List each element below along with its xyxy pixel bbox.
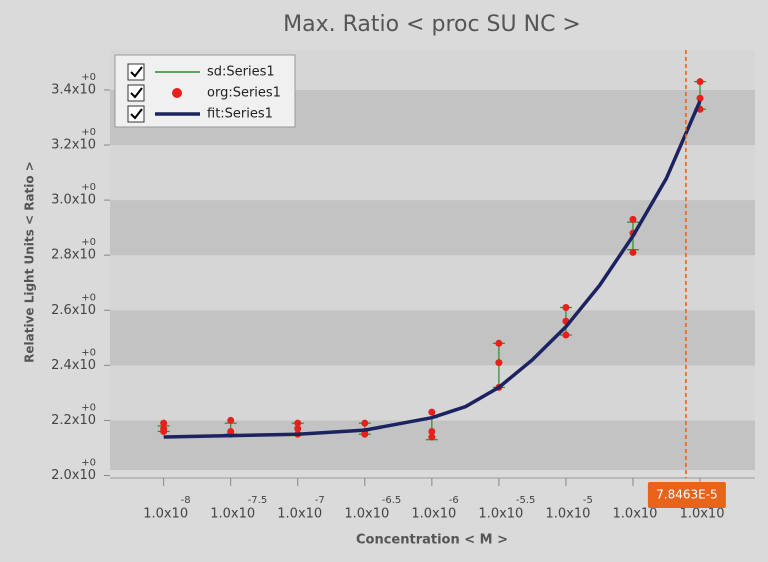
data-point [562,331,570,339]
x-tick-label: 1.0x10 [613,507,658,522]
chart-title: Max. Ratio < proc SU NC > [283,12,581,37]
y-tick-label: 3.0x10 [51,193,96,208]
data-point [361,419,369,427]
legend-checkbox[interactable] [127,63,145,81]
legend-box [114,54,296,128]
marker-label: 7.8463E-5 [656,488,718,502]
x-tick-exponent: -6 [449,495,459,506]
data-point [629,248,637,256]
checkmark [130,87,143,99]
data-point [160,419,168,427]
marker-box [647,482,726,508]
data-point [361,430,369,438]
y-tick-label: 2.6x10 [51,303,96,318]
y-axis-label: Relative Light Units < Ratio > [23,161,37,363]
grid-band [110,200,755,256]
legend-label: org:Series1 [207,86,281,101]
checkmark [130,66,143,78]
x-tick-exponent: -7.5 [248,495,268,506]
x-tick-exponent: -6.5 [382,495,402,506]
grid-band [110,255,755,311]
fit-line [163,100,702,439]
grid-band [110,145,755,201]
y-tick-label: 2.2x10 [51,413,96,428]
x-tick-exponent: -7 [315,495,325,506]
data-point [495,339,503,347]
data-point [227,416,235,424]
data-point [294,419,302,427]
data-point [562,304,570,312]
x-tick-label: 1.0x10 [478,507,523,522]
x-tick-label: 1.0x10 [680,507,725,522]
data-point [696,94,704,102]
data-point [629,215,637,223]
grid-band [110,420,755,470]
legend-label: sd:Series1 [207,65,275,80]
data-point [428,427,436,435]
y-tick-exponent: +0 [81,182,96,193]
x-tick-exponent: -8 [181,495,191,506]
y-tick-exponent: +0 [81,347,96,358]
data-point [428,408,436,416]
y-tick-exponent: +0 [81,402,96,413]
y-tick-exponent: +0 [81,72,96,83]
data-point [495,359,503,367]
x-tick-label: 1.0x10 [143,507,188,522]
data-point [428,433,436,441]
x-tick-label: 1.0x10 [344,507,389,522]
x-tick-exponent: -5.5 [516,495,536,506]
checkmark [130,108,143,120]
grid-band [110,310,755,366]
legend-checkbox[interactable] [127,105,145,123]
x-tick-label: 1.0x10 [411,507,456,522]
data-point [160,427,168,435]
y-tick-label: 2.8x10 [51,248,96,263]
x-tick-label: 1.0x10 [545,507,590,522]
y-tick-label: 3.2x10 [51,138,96,153]
legend-checkbox[interactable] [127,84,145,102]
x-tick-label: 1.0x10 [210,507,255,522]
y-tick-label: 3.4x10 [51,82,96,97]
y-tick-exponent: +0 [81,127,96,138]
y-tick-label: 2.4x10 [51,358,96,373]
y-tick-exponent: +0 [81,458,96,469]
legend: sd:Series1 org:Series1 fit:Series1 [114,54,296,128]
x-axis-label: Concentration < M > [356,533,508,548]
legend-symbol [172,88,182,98]
y-tick-label: 2.0x10 [51,468,96,483]
y-tick-exponent: +0 [81,237,96,248]
data-point [696,78,704,86]
legend-label: fit:Series1 [207,107,273,122]
x-tick-exponent: -5 [583,495,593,506]
y-tick-exponent: +0 [81,292,96,303]
data-point [294,425,302,433]
x-tick-label: 1.0x10 [277,507,322,522]
